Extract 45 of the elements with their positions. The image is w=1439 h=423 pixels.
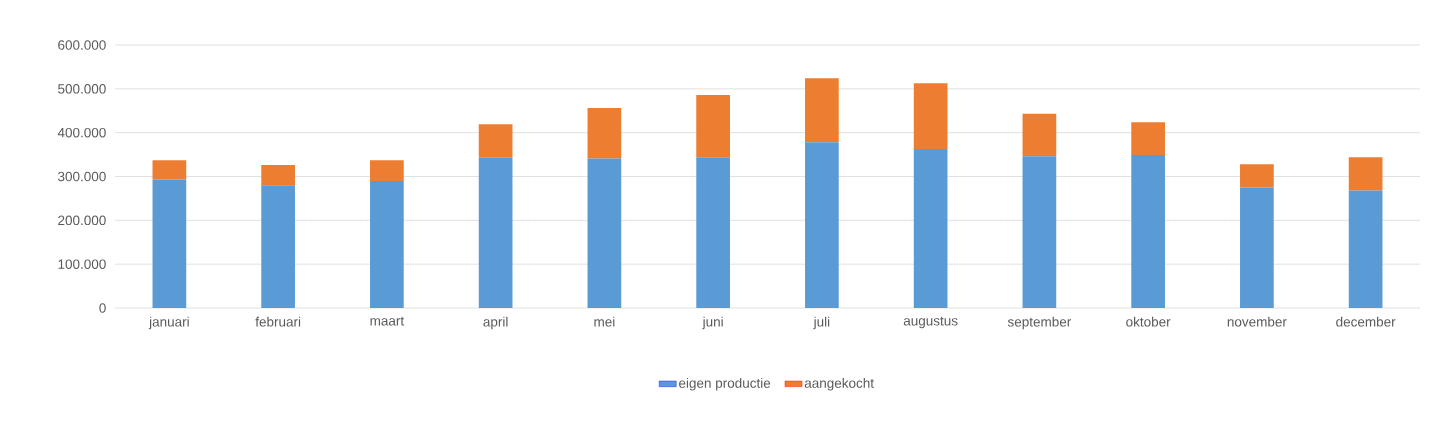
bar [370,160,404,181]
bar [478,157,513,308]
bar [261,165,295,186]
bar [696,94,730,158]
bar [696,157,730,308]
bar [370,180,404,308]
bar [913,83,948,149]
x-tick-label: april [483,316,508,330]
y-tick-label: 200.000 [58,215,106,226]
x-tick-label: december [1336,316,1396,327]
x-tick-label: maart [370,316,405,326]
legend-label: eigen productie [679,377,771,391]
x-tick-label: februari [255,316,301,327]
bar [805,142,839,308]
bar [587,158,622,308]
bar [152,179,187,308]
bar [1348,157,1383,191]
x-tick-label: augustus [903,316,958,329]
bar [1131,122,1165,156]
y-tick-label: 300.000 [58,171,106,182]
x-tick-label: september [1007,316,1072,330]
y-tick-label: 500.000 [58,84,106,94]
bar [152,160,187,180]
x-tick-label: juni [702,316,723,330]
legend-label: aangekocht [804,377,874,391]
bar [913,148,948,308]
bar [1131,155,1165,308]
y-tick-label: 0 [99,303,106,313]
x-tick-label: november [1227,316,1287,327]
bar [587,108,622,159]
bar [1022,156,1057,308]
y-tick-label: 600.000 [58,40,106,50]
x-tick-label: mei [594,316,615,327]
bar [1348,190,1383,308]
bar [805,78,839,143]
bar [1240,187,1274,308]
bar [261,185,295,308]
bar [478,124,513,158]
bar [1022,113,1057,157]
y-tick-label: 100.000 [58,259,106,269]
x-tick-label: oktober [1126,316,1171,327]
y-tick-label: 400.000 [57,127,106,138]
x-tick-label: januari [148,316,189,330]
bar [1240,164,1274,188]
x-tick-label: juli [813,316,830,330]
